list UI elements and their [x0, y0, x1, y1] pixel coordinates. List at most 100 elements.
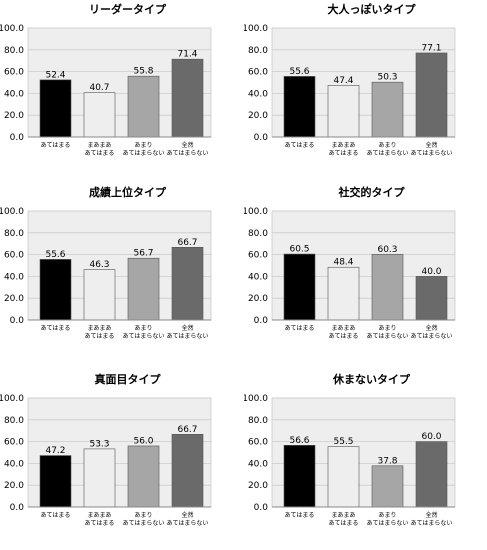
data-label: 55.5 — [333, 437, 353, 447]
x-tick-label: まあまあ — [331, 325, 355, 332]
x-tick-label: あてはまる — [285, 142, 315, 149]
x-tick-label: あてはまる — [85, 520, 115, 527]
x-tick-label: あてはまらない — [123, 520, 165, 527]
bar-chart: 休まないタイプ 0.0 20.0 40.0 60.0 80.0 100.0 56.6 あてはまる… — [244, 372, 456, 527]
y-tick-label: 60.0 — [248, 251, 268, 261]
bar — [371, 81, 404, 138]
data-label: 48.4 — [333, 258, 353, 268]
x-tick-label: あてはまる — [41, 142, 71, 149]
bar — [283, 445, 316, 508]
bar — [127, 445, 160, 508]
data-label: 60.3 — [377, 245, 397, 255]
bar — [39, 455, 72, 508]
y-tick-label: 20.0 — [248, 294, 268, 304]
y-tick-label: 80.0 — [4, 416, 24, 426]
data-label: 55.8 — [133, 67, 153, 77]
y-tick-label: 100.0 — [0, 207, 24, 217]
y-tick-label: 60.0 — [248, 68, 268, 78]
y-tick-label: 40.0 — [4, 459, 24, 469]
data-label: 66.7 — [177, 425, 197, 435]
x-tick-label: 全然 — [425, 141, 437, 149]
y-tick-label: 100.0 — [0, 24, 24, 34]
x-tick-label: 全然 — [425, 511, 437, 519]
bar-chart: リーダータイプ 0.0 20.0 40.0 60.0 80.0 100.0 52.4 あてはまる… — [0, 2, 212, 157]
data-label: 53.3 — [89, 439, 109, 449]
y-tick-label: 60.0 — [4, 68, 24, 78]
x-tick-label: あてはまらない — [411, 150, 453, 157]
x-tick-label: あてはまる — [85, 333, 115, 340]
data-label: 60.0 — [421, 432, 441, 442]
x-tick-label: あてはまらない — [411, 520, 453, 527]
y-tick-label: 60.0 — [248, 438, 268, 448]
bar — [327, 85, 360, 138]
x-tick-label: あまり — [134, 142, 152, 149]
bar — [371, 253, 404, 321]
x-tick-label: あてはまる — [329, 520, 359, 527]
x-tick-label: まあまあ — [87, 512, 111, 519]
x-tick-label: まあまあ — [87, 142, 111, 149]
x-tick-label: まあまあ — [87, 325, 111, 332]
bar — [83, 92, 116, 138]
bar — [283, 253, 316, 321]
bar — [171, 58, 204, 138]
x-tick-label: まあまあ — [331, 142, 355, 149]
chart-title: 成績上位タイプ — [89, 185, 167, 199]
x-tick-label: あてはまらない — [367, 150, 409, 157]
x-tick-label: あまり — [378, 142, 396, 149]
x-tick-label: あてはまる — [329, 333, 359, 340]
bar — [327, 266, 360, 321]
y-tick-label: 0.0 — [254, 503, 269, 513]
x-tick-label: あまり — [134, 325, 152, 332]
x-tick-label: あてはまらない — [167, 333, 209, 340]
bar — [83, 448, 116, 508]
x-tick-label: あてはまらない — [167, 520, 209, 527]
chart-title: 休まないタイプ — [332, 372, 411, 386]
bar-chart: 社交的タイプ 0.0 20.0 40.0 60.0 80.0 100.0 60.5 あてはまる 4… — [244, 185, 456, 340]
data-label: 55.6 — [45, 250, 65, 260]
x-tick-label: あまり — [378, 512, 396, 519]
data-label: 52.4 — [45, 70, 65, 80]
y-tick-label: 40.0 — [248, 272, 268, 282]
bar — [415, 276, 448, 321]
data-label: 37.8 — [377, 456, 397, 466]
bar — [127, 75, 160, 138]
data-label: 56.7 — [133, 249, 153, 259]
data-label: 56.6 — [289, 436, 309, 446]
y-tick-label: 40.0 — [4, 89, 24, 99]
y-tick-label: 100.0 — [244, 24, 268, 34]
x-tick-label: あてはまらない — [123, 333, 165, 340]
y-tick-label: 80.0 — [248, 229, 268, 239]
y-tick-label: 0.0 — [10, 133, 25, 143]
y-tick-label: 80.0 — [4, 46, 24, 56]
y-tick-label: 80.0 — [248, 46, 268, 56]
bar — [327, 446, 360, 508]
x-tick-label: あてはまる — [285, 512, 315, 519]
x-tick-label: あてはまらない — [167, 150, 209, 157]
x-tick-label: あてはまる — [85, 150, 115, 157]
data-label: 71.4 — [177, 50, 197, 60]
x-tick-label: あてはまらない — [123, 150, 165, 157]
x-tick-label: まあまあ — [331, 512, 355, 519]
data-label: 77.1 — [421, 43, 441, 53]
y-tick-label: 80.0 — [248, 416, 268, 426]
x-tick-label: あてはまる — [41, 512, 71, 519]
data-label: 46.3 — [89, 260, 109, 270]
data-label: 55.6 — [289, 67, 309, 77]
data-label: 50.3 — [377, 73, 397, 83]
y-tick-label: 60.0 — [4, 251, 24, 261]
x-tick-label: 全然 — [181, 511, 193, 519]
x-tick-label: あてはまらない — [367, 520, 409, 527]
y-tick-label: 100.0 — [0, 394, 24, 404]
data-label: 47.4 — [333, 76, 353, 86]
bar — [83, 269, 116, 321]
chart-title: リーダータイプ — [89, 2, 167, 16]
bar — [371, 465, 404, 508]
x-tick-label: あまり — [134, 512, 152, 519]
y-tick-label: 100.0 — [244, 394, 268, 404]
x-tick-label: あてはまらない — [411, 333, 453, 340]
bar-chart: 真面目タイプ 0.0 20.0 40.0 60.0 80.0 100.0 47.2 あてはまる 5… — [0, 372, 212, 527]
data-label: 40.7 — [89, 83, 109, 93]
x-tick-label: あてはまらない — [367, 333, 409, 340]
bar — [283, 76, 316, 138]
